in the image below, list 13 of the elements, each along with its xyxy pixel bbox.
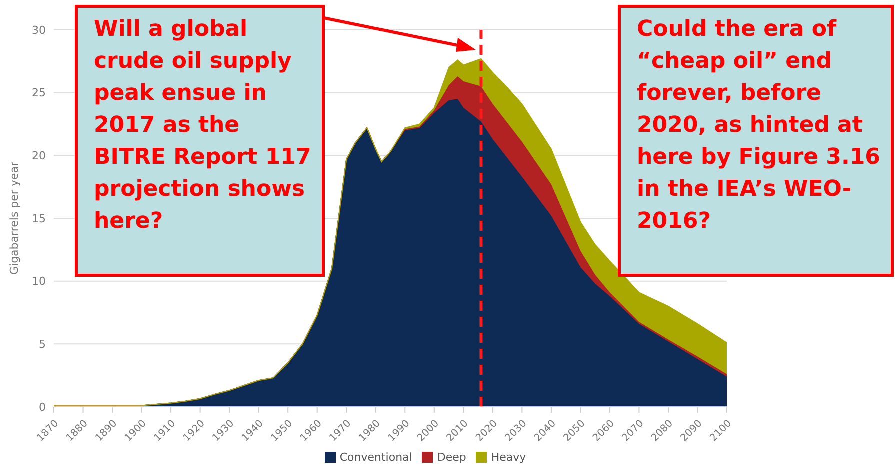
y-tick-label: 15 (32, 212, 46, 226)
legend-label: Heavy (491, 451, 526, 464)
y-tick-label: 30 (32, 24, 46, 37)
y-axis-title: Gigabarrels per year (8, 162, 21, 275)
y-tick-label: 20 (32, 150, 46, 163)
y-tick-label: 25 (32, 86, 46, 100)
legend-label: Deep (437, 451, 466, 464)
legend-label: Conventional (340, 451, 412, 464)
y-tick-label: 10 (32, 275, 46, 288)
y-tick-label: 0 (39, 400, 46, 414)
callout-box: Will a global crude oil supply peak ensue in 2017 as the BITRE Report 117 projection shows here? (75, 5, 325, 277)
callout-box: Could the era of “cheap oil” end forever, before 2020, as hinted at here by Figure 3.16 in the IEA’s WEO-2016? (618, 5, 894, 277)
y-tick-label: 5 (39, 338, 46, 352)
